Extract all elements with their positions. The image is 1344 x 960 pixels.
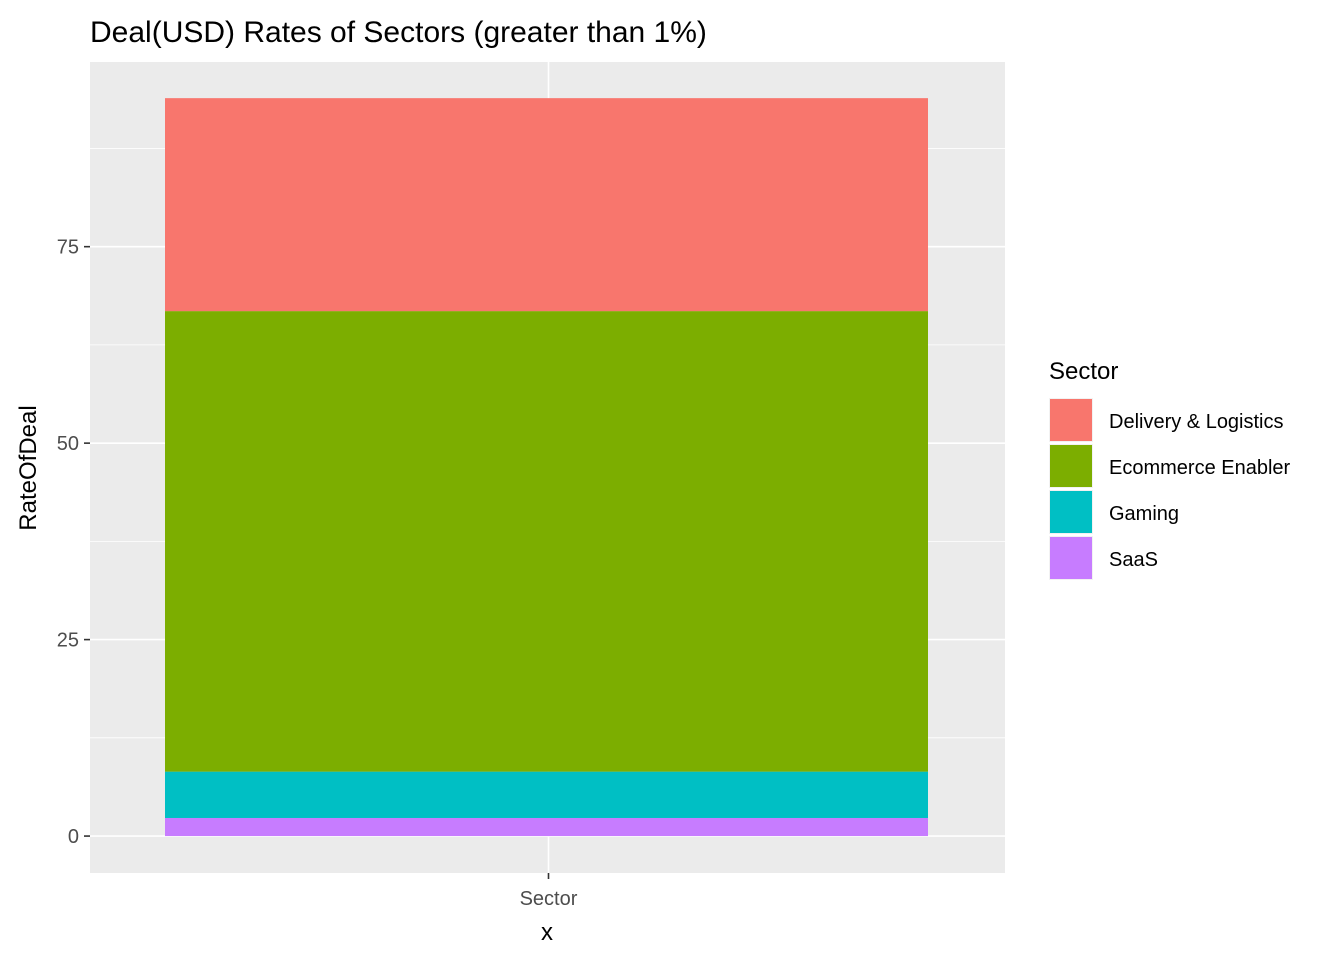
- x-tick-label: Sector: [520, 888, 578, 910]
- legend-swatch: [1050, 445, 1092, 487]
- bar-segment-gaming: [165, 771, 928, 818]
- legend-title: Sector: [1049, 358, 1118, 385]
- legend-label: SaaS: [1109, 549, 1158, 571]
- y-tick-label: 25: [57, 630, 79, 652]
- legend: Sector Delivery & Logistics Ecommerce Ena…: [1049, 358, 1291, 580]
- y-tick-label: 50: [57, 433, 79, 455]
- bar-stack: [165, 98, 928, 837]
- legend-label: Gaming: [1109, 503, 1179, 525]
- bar-segment-ecommerce-enabler: [165, 311, 928, 772]
- y-axis: 0 25 50 75: [57, 237, 90, 848]
- y-axis-title: RateOfDeal: [15, 405, 42, 530]
- y-tick-label: 0: [68, 826, 79, 848]
- legend-swatch: [1050, 491, 1092, 533]
- bar-segment-delivery-logistics: [165, 98, 928, 312]
- chart-title: Deal(USD) Rates of Sectors (greater than…: [90, 16, 707, 49]
- y-tick-label: 75: [57, 237, 79, 259]
- legend-label: Delivery & Logistics: [1109, 411, 1284, 433]
- legend-label: Ecommerce Enabler: [1109, 457, 1291, 479]
- bar-segment-saas: [165, 817, 928, 837]
- x-axis: Sector: [520, 873, 578, 910]
- legend-swatch: [1050, 399, 1092, 441]
- legend-swatch: [1050, 537, 1092, 579]
- x-axis-title: x: [541, 919, 553, 946]
